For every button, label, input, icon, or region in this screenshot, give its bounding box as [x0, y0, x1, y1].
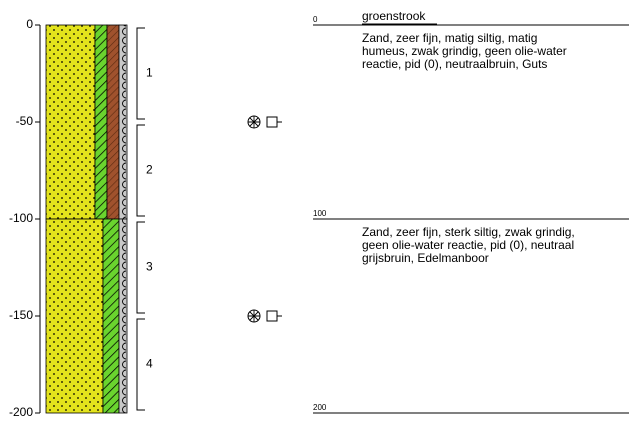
boundary-label: 0 [313, 15, 318, 24]
borehole-log: 0 -50 -100 -150 -200 1 2 3 4 0 100 200 groenstrook Za… [0, 0, 629, 421]
boundary-label: 100 [313, 209, 327, 218]
description-line: reactie, pid (0), neutraalbruin, Guts [362, 57, 547, 71]
y-tick-label: -50 [16, 114, 34, 128]
y-tick-label: -150 [9, 308, 33, 322]
layer-humus [107, 25, 119, 219]
content: 0 -50 -100 -150 -200 1 2 3 4 0 100 200 groenstrook Za… [9, 9, 629, 419]
layer-sand [46, 25, 95, 219]
sample-label: 1 [146, 66, 153, 80]
description-line: geen olie-water reactie, pid (0), neutra… [362, 238, 574, 252]
y-tick-label: -100 [9, 211, 33, 225]
marker-part [267, 117, 277, 127]
marker [248, 116, 282, 128]
description-line: humeus, zwak grindig, geen olie-water [362, 44, 567, 58]
sample-label: 3 [146, 260, 153, 274]
sample-bracket [137, 125, 145, 216]
sample-label: 4 [146, 357, 153, 371]
marker-part [267, 311, 277, 321]
layer-hatch [103, 219, 119, 413]
marker [248, 310, 282, 322]
sample-label: 2 [146, 163, 153, 177]
boundary-label: 200 [313, 403, 327, 412]
description-line: Zand, zeer fijn, matig siltig, matig [362, 31, 537, 45]
layer-gravel [119, 25, 127, 219]
layer-name: groenstrook [362, 9, 426, 23]
description-line: grijsbruin, Edelmanboor [362, 251, 489, 265]
layer-hatch [95, 25, 107, 219]
sample-bracket [137, 319, 145, 410]
y-tick-label: 0 [26, 17, 33, 31]
layer-sand [46, 219, 103, 413]
description-line: Zand, zeer fijn, sterk siltig, zwak grin… [362, 225, 575, 239]
layer-gravel [119, 219, 127, 413]
sample-bracket [137, 28, 145, 119]
y-tick-label: -200 [9, 405, 33, 419]
sample-bracket [137, 222, 145, 313]
